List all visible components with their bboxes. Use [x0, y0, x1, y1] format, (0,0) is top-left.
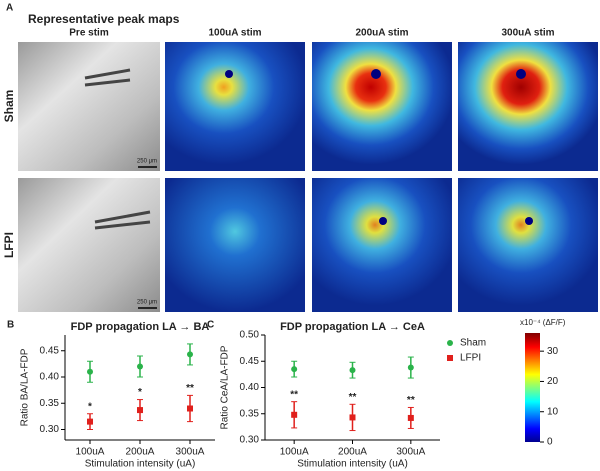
- x-tick-label: 300uA: [396, 447, 425, 458]
- legend-label: LFPI: [460, 353, 481, 364]
- y-axis-label: Ratio CeA/LA-FDP: [220, 345, 231, 429]
- electrode-tip: [371, 69, 381, 79]
- significance: **: [186, 383, 194, 394]
- panel-label: C: [207, 320, 214, 331]
- x-axis-label: Stimulation intensity (uA): [297, 459, 408, 470]
- electrode-tip: [516, 69, 526, 79]
- colorbar-label: x10⁻⁴ (ΔF/F): [520, 318, 566, 327]
- image: [312, 178, 452, 312]
- marker: [137, 407, 143, 414]
- y-tick-label: 0.45: [40, 345, 60, 356]
- colorbar-tick-label: 10: [547, 406, 559, 417]
- y-tick-label: 0.45: [240, 356, 260, 367]
- column-header: 300uA stim: [502, 28, 555, 39]
- column-header: 200uA stim: [356, 28, 409, 39]
- electrode-tip: [525, 217, 533, 225]
- marker: [137, 363, 143, 370]
- marker: [349, 367, 356, 374]
- marker: [349, 414, 356, 421]
- marker: [291, 411, 298, 418]
- chart-title: FDP propagation LA → CeA: [280, 321, 425, 333]
- panel-label: B: [7, 320, 14, 331]
- column-header: Pre stim: [69, 28, 109, 39]
- y-tick-label: 0.30: [40, 424, 60, 435]
- marker: [187, 405, 193, 412]
- y-tick-label: 0.35: [240, 408, 260, 419]
- significance: *: [88, 401, 92, 412]
- row-label: Sham: [2, 90, 16, 123]
- colorbar: [525, 333, 540, 442]
- marker: [407, 364, 414, 371]
- chart-title: FDP propagation LA → BA: [71, 321, 210, 333]
- scale-bar-label: 250 μm: [137, 159, 157, 165]
- image: [18, 178, 160, 312]
- x-axis-label: Stimulation intensity (uA): [85, 459, 196, 470]
- images: 250 μm 250 μm: [18, 42, 598, 312]
- y-tick-label: 0.30: [240, 435, 260, 446]
- marker: [291, 366, 298, 373]
- significance: **: [349, 392, 357, 403]
- colorbar-tick-label: 0: [547, 437, 553, 448]
- marker: [407, 414, 414, 421]
- panel-title: Representative peak maps: [28, 12, 180, 26]
- legend-marker: [447, 355, 453, 361]
- legend-label: Sham: [460, 338, 486, 349]
- electrode-tip: [379, 217, 387, 225]
- image: [458, 42, 598, 171]
- y-tick-label: 0.40: [40, 372, 60, 383]
- scale-bar-label: 250 μm: [137, 300, 157, 306]
- marker: [87, 368, 93, 375]
- y-axis-label: Ratio BA/LA-FDP: [20, 348, 31, 426]
- x-tick-label: 300uA: [176, 447, 205, 458]
- significance: *: [138, 387, 142, 398]
- marker: [187, 351, 193, 358]
- y-tick-label: 0.40: [240, 382, 260, 393]
- x-tick-label: 100uA: [76, 447, 105, 458]
- colorbar-tick-label: 20: [547, 376, 559, 387]
- significance: **: [290, 389, 298, 400]
- legend-marker: [447, 340, 453, 346]
- colorbar-tick-label: 30: [547, 346, 559, 357]
- electrode-tip: [225, 70, 233, 78]
- image: [18, 42, 160, 171]
- y-tick-label: 0.50: [240, 330, 260, 341]
- column-header: 100uA stim: [209, 28, 262, 39]
- panel-label: A: [6, 3, 13, 14]
- marker: [87, 418, 93, 425]
- image: [458, 178, 598, 312]
- row-label: LFPI: [2, 232, 16, 258]
- image: [312, 42, 452, 171]
- image: [165, 178, 305, 312]
- x-tick-label: 200uA: [126, 447, 155, 458]
- y-tick-label: 0.35: [40, 398, 60, 409]
- image: [165, 42, 305, 171]
- electrode: [84, 68, 151, 230]
- x-tick-label: 200uA: [338, 447, 367, 458]
- significance: **: [407, 395, 415, 406]
- x-tick-label: 100uA: [280, 447, 309, 458]
